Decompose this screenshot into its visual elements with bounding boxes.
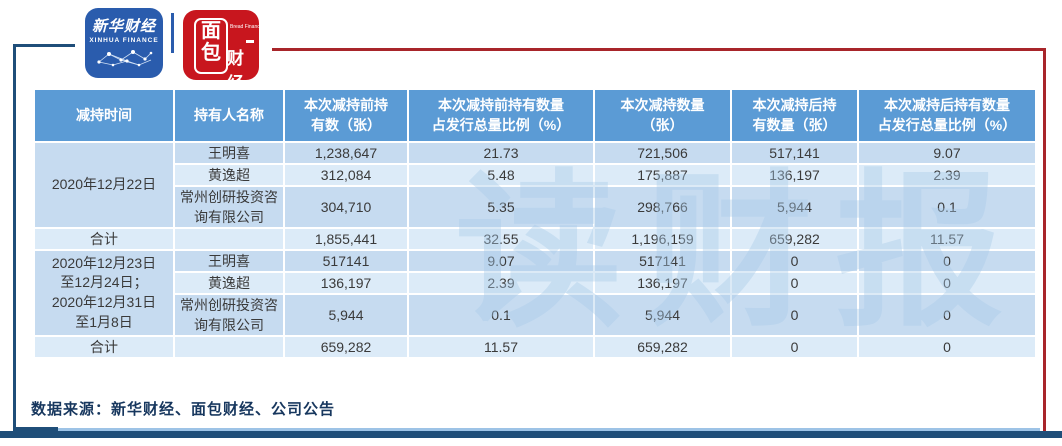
reduce-qty-cell: 1,196,159	[593, 227, 732, 251]
column-header-post-quantity: 本次减持后持 有数量（张）	[730, 88, 859, 143]
holder-cell: 常州创研投资咨询有限公司	[173, 293, 285, 337]
pre-pct-cell: 21.73	[407, 141, 595, 165]
column-header-post-percentage: 本次减持后持有数量 占发行总量比例（%）	[857, 88, 1037, 143]
post-pct-cell: 0	[857, 335, 1037, 359]
column-header-pre-quantity: 本次减持前持 有数（张）	[283, 88, 409, 143]
column-header-reduce-quantity: 本次减持数量 （张）	[593, 88, 732, 143]
reduce-qty-cell: 298,766	[593, 185, 732, 229]
post-qty-cell: 517,141	[730, 141, 859, 165]
bread-logo-en-text: Bread Finance	[230, 24, 259, 30]
bread-glyph-top: 面	[201, 20, 221, 42]
post-pct-cell: 0.1	[857, 185, 1037, 229]
bread-glyph-box: 面 包	[194, 18, 228, 74]
pre-qty-cell: 136,197	[283, 271, 409, 295]
logo-divider-line	[171, 13, 174, 53]
pre-pct-cell: 32.55	[407, 227, 595, 251]
post-qty-cell: 0	[730, 249, 859, 273]
table-row: 黄逸超 136,197 2.39 136,197 0 0	[34, 271, 1037, 295]
reduction-date-cell: 2020年12月23日 至12月24日； 2020年12月31日 至1月8日	[33, 249, 175, 337]
table-row: 常州创研投资咨询有限公司 5,944 0.1 5,944 0 0	[34, 293, 1037, 337]
column-header-holder-name: 持有人名称	[173, 88, 285, 143]
pre-pct-cell: 0.1	[407, 293, 595, 337]
bread-logo-dash	[246, 40, 254, 43]
bread-finance-logo: 面 包 Bread Finance 财经	[183, 10, 259, 80]
holder-cell: 黄逸超	[173, 271, 285, 295]
bread-logo-cn-text: 财经	[227, 49, 244, 80]
post-qty-cell: 0	[730, 293, 859, 337]
pre-pct-cell: 5.35	[407, 185, 595, 229]
post-qty-cell: 5,944	[730, 185, 859, 229]
frame-left-line	[13, 44, 16, 433]
table-row: 常州创研投资咨询有限公司 304,710 5.35 298,766 5,944 …	[34, 185, 1037, 229]
post-pct-cell: 2.39	[857, 163, 1037, 187]
frame-bottom-bar	[0, 431, 1062, 438]
holder-cell: 黄逸超	[173, 163, 285, 187]
reduce-qty-cell: 517141	[593, 249, 732, 273]
pre-qty-cell: 1,855,441	[283, 227, 409, 251]
post-pct-cell: 11.57	[857, 227, 1037, 251]
table-row: 2020年12月22日 王明喜 1,238,647 21.73 721,506 …	[33, 141, 1037, 229]
empty-cell	[173, 227, 285, 251]
post-pct-cell: 0	[857, 271, 1037, 295]
bread-glyph-bottom: 包	[201, 42, 221, 64]
post-qty-cell: 0	[730, 335, 859, 359]
data-source-note: 数据来源：新华财经、面包财经、公司公告	[31, 400, 336, 418]
holder-cell: 王明喜	[173, 249, 285, 273]
holder-cell: 王明喜	[173, 141, 285, 165]
total-label-cell: 合计	[33, 335, 175, 359]
pre-pct-cell: 9.07	[407, 249, 595, 273]
frame-bottom-accent-line	[55, 428, 1040, 431]
pre-qty-cell: 659,282	[283, 335, 409, 359]
xinhua-finance-logo: 新华财经 XINHUA FINANCE	[85, 8, 163, 78]
pre-qty-cell: 5,944	[283, 293, 409, 337]
post-qty-cell: 659,282	[730, 227, 859, 251]
subtotal-row: 合计 659,282 11.57 659,282 0 0	[33, 335, 1037, 359]
subtotal-row: 合计 1,855,441 32.55 1,196,159 659,282 11.…	[33, 227, 1037, 251]
reduction-date-cell: 2020年12月22日	[33, 141, 175, 229]
pre-pct-cell: 11.57	[407, 335, 595, 359]
frame-top-left-line	[13, 44, 75, 47]
pre-qty-cell: 312,084	[283, 163, 409, 187]
pre-qty-cell: 1,238,647	[283, 141, 409, 165]
post-qty-cell: 0	[730, 271, 859, 295]
post-qty-cell: 136,197	[730, 163, 859, 187]
column-header-reduction-time: 减持时间	[33, 88, 175, 143]
post-pct-cell: 0	[857, 249, 1037, 273]
column-header-pre-percentage: 本次减持前持有数量 占发行总量比例（%）	[407, 88, 595, 143]
holdings-reduction-table: 减持时间 持有人名称 本次减持前持 有数（张） 本次减持前持有数量 占发行总量比…	[33, 88, 1037, 359]
frame-bottom-left-segment	[13, 427, 58, 432]
xinhua-logo-en-text: XINHUA FINANCE	[89, 37, 159, 44]
reduce-qty-cell: 136,197	[593, 271, 732, 295]
pre-pct-cell: 5.48	[407, 163, 595, 187]
header-row: 减持时间 持有人名称 本次减持前持 有数（张） 本次减持前持有数量 占发行总量比…	[33, 88, 1037, 143]
constellation-icon	[97, 50, 153, 67]
reduce-qty-cell: 721,506	[593, 141, 732, 165]
post-pct-cell: 0	[857, 293, 1037, 337]
table-row: 黄逸超 312,084 5.48 175,887 136,197 2.39	[34, 163, 1037, 187]
frame-top-right-line	[272, 48, 1046, 51]
holder-cell: 常州创研投资咨询有限公司	[173, 185, 285, 229]
frame-right-line	[1043, 48, 1046, 433]
reduce-qty-cell: 5,944	[593, 293, 732, 337]
post-pct-cell: 9.07	[857, 141, 1037, 165]
pre-qty-cell: 517141	[283, 249, 409, 273]
reduce-qty-cell: 659,282	[593, 335, 732, 359]
pre-pct-cell: 2.39	[407, 271, 595, 295]
xinhua-logo-cn-text: 新华财经	[91, 17, 156, 35]
table-row: 2020年12月23日 至12月24日； 2020年12月31日 至1月8日 王…	[33, 249, 1037, 337]
reduce-qty-cell: 175,887	[593, 163, 732, 187]
empty-cell	[173, 335, 285, 359]
total-label-cell: 合计	[33, 227, 175, 251]
pre-qty-cell: 304,710	[283, 185, 409, 229]
